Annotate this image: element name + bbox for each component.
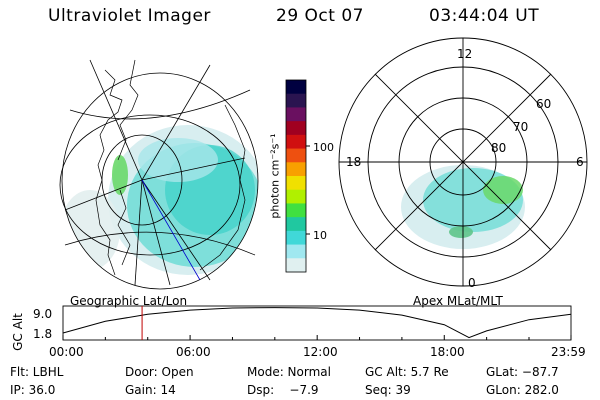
time-label: 03:44:04 UT (429, 6, 540, 26)
timeline-axis-title: GC Alt (11, 313, 25, 351)
colorbar-band (286, 134, 306, 150)
status-filter: Flt: LBHL (10, 365, 64, 379)
colorbar-band (286, 189, 306, 204)
colorbar-band (286, 80, 306, 95)
mlt-label-18: 18 (346, 155, 362, 169)
geographic-panel-label: Geographic Lat/Lon (70, 294, 188, 308)
timeline-ytick-9: 9.0 (33, 307, 53, 321)
colorbar-tick-10: 10 (313, 229, 327, 242)
status-gain: Gain: 14 (125, 383, 176, 397)
colorbar-band (286, 107, 306, 122)
mlat-label-70: 70 (513, 120, 529, 134)
status-glon: GLon: 282.0 (486, 383, 559, 397)
status-gc-alt: GC Alt: 5.7 Re (365, 365, 449, 379)
colorbar-band (286, 244, 306, 259)
status-seq: Seq: 39 (365, 383, 411, 397)
colorbar-tick-100: 100 (313, 141, 334, 154)
mlat-label-80: 80 (491, 141, 507, 155)
status-mode: Mode: Normal (247, 365, 331, 379)
altitude-series-line (62, 307, 572, 339)
altitude-timeline-chart (62, 305, 572, 341)
colorbar-band (286, 148, 306, 163)
mlt-label-0: 0 (468, 276, 476, 290)
instrument-title: Ultraviolet Imager (48, 6, 211, 26)
colorbar-unit-label: photon cm⁻²s⁻¹ (268, 133, 282, 219)
colorbar-band (286, 203, 306, 218)
geographic-image (59, 59, 259, 290)
timeline-xtick-0600: 06:00 (176, 345, 211, 359)
colorbar-band (286, 176, 306, 191)
colorbar-band (286, 258, 306, 273)
date-label: 29 Oct 07 (276, 6, 364, 26)
status-ip: IP: 36.0 (10, 383, 56, 397)
status-glat: GLat: −87.7 (486, 365, 559, 379)
status-dsp: Dsp: −7.9 (247, 383, 319, 397)
timeline-xtick-1800: 18:00 (430, 345, 465, 359)
colorbar-band (286, 217, 306, 232)
timeline-xtick-1200: 12:00 (303, 345, 338, 359)
timeline-ytick-1-8: 1.8 (33, 327, 53, 341)
polar-image (338, 37, 588, 287)
status-door: Door: Open (125, 365, 194, 379)
colorbar-band (286, 121, 306, 136)
apex-panel-label: Apex MLat/MLT (413, 294, 503, 308)
mlt-label-12: 12 (457, 47, 473, 61)
colorbar-band (286, 162, 306, 177)
colorbar-band (286, 93, 306, 108)
timeline-frame (62, 305, 572, 341)
timeline-xtick-0000: 00:00 (49, 345, 84, 359)
colorbar (285, 79, 310, 273)
colorbar-band (286, 230, 306, 246)
mlt-label-6: 6 (576, 155, 584, 169)
mlat-label-60: 60 (536, 97, 552, 111)
timeline-xtick-2359: 23:59 (551, 345, 586, 359)
